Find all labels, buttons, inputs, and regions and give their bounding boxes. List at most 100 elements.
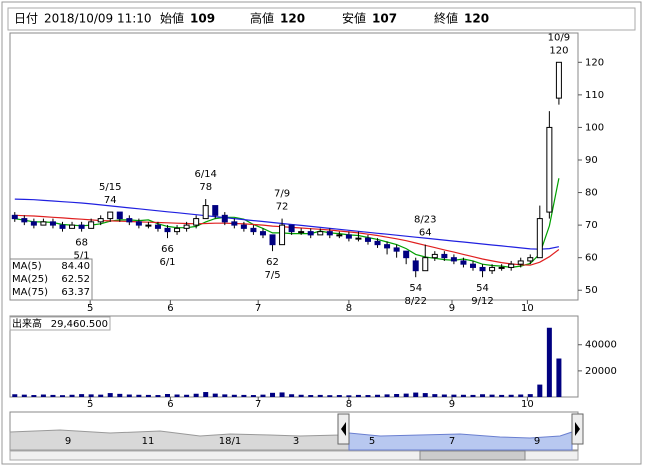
candle-body: [11, 214, 18, 220]
volume-bar: [556, 358, 562, 397]
scrollbar-thumb[interactable]: [419, 450, 526, 461]
candle-body: [555, 61, 562, 99]
legend-name: MA(75): [12, 287, 48, 298]
y-tick-label: 120: [585, 57, 604, 68]
header-value: 107: [372, 12, 397, 26]
candle-body: [126, 218, 133, 223]
volume-bar: [60, 395, 66, 397]
candle-body: [21, 218, 28, 223]
volume-bar: [317, 394, 323, 397]
annotation-date: 8/22: [404, 296, 426, 307]
annotation-price: 64: [419, 228, 432, 239]
volume-bar: [279, 392, 285, 397]
header-label: 終値: [434, 11, 458, 26]
navigator-label: 11: [142, 436, 155, 447]
candle-body: [259, 231, 266, 236]
candle-body: [469, 263, 476, 268]
volume-bar: [155, 395, 161, 397]
annotation-price: 54: [409, 283, 422, 294]
price-panel: [9, 32, 579, 301]
annotation-date: 9/12: [471, 296, 493, 307]
candle-body: [30, 221, 37, 226]
volume-bar: [308, 395, 314, 397]
annotation-date: 5/15: [99, 182, 121, 193]
volume-bar: [518, 394, 524, 397]
volume-bar: [508, 394, 514, 397]
annotation-price: 62: [266, 257, 279, 268]
volume-bar: [270, 392, 276, 397]
navigator-label: 9: [65, 436, 71, 447]
legend-box: [9, 258, 93, 301]
candle-body: [489, 266, 496, 272]
x-tick-label: 6: [167, 399, 173, 410]
volume-bar: [212, 393, 218, 397]
volume-bar: [460, 394, 466, 397]
annotation-date: 10/9: [548, 32, 570, 43]
volume-bar: [375, 394, 381, 397]
x-tick-label: 8: [346, 303, 352, 314]
volume-bar: [222, 394, 228, 397]
volume-bar: [298, 394, 304, 397]
annotation-date: 6/1: [159, 257, 175, 268]
candle-body: [422, 257, 429, 272]
volume-bar: [336, 395, 342, 397]
volume-bar: [21, 394, 27, 397]
ma-line: [14, 214, 560, 266]
candle-body: [231, 221, 238, 226]
y-tick-label: 20000: [585, 366, 617, 377]
header-value: 109: [190, 12, 215, 26]
x-tick-label: 10: [521, 303, 534, 314]
candle-body: [460, 260, 467, 265]
annotation-date: 6/14: [194, 169, 216, 180]
volume-bar: [537, 384, 543, 397]
annotation-price: 66: [161, 244, 174, 255]
volume-bar: [107, 393, 113, 397]
candle-body: [135, 221, 142, 226]
volume-bar: [231, 394, 237, 397]
candle-body: [288, 224, 295, 233]
y-tick-label: 70: [585, 220, 598, 231]
candle-body: [212, 205, 219, 216]
header-label: 高値: [250, 11, 274, 26]
scrollbar[interactable]: [9, 450, 579, 461]
candle-body: [527, 257, 534, 262]
volume-bar: [136, 394, 142, 397]
volume-bar: [355, 394, 361, 397]
y-tick-label: 90: [585, 155, 598, 166]
candle-body: [269, 234, 276, 246]
y-tick-label: 80: [585, 188, 598, 199]
volume-bar: [403, 393, 409, 397]
y-tick-label: 50: [585, 285, 598, 296]
candle-body: [69, 224, 76, 229]
candle-body: [546, 126, 553, 213]
volume-bar: [145, 394, 151, 397]
volume-bar: [470, 394, 476, 397]
candle-body: [307, 231, 314, 236]
navigator-label: 3: [293, 436, 299, 447]
candle-body: [59, 224, 66, 229]
y-tick-label: 40000: [585, 340, 617, 351]
candle-body: [441, 253, 448, 259]
annotation-price: 68: [75, 238, 88, 249]
navigator-label: 5: [369, 436, 375, 447]
volume-bar: [546, 327, 552, 397]
volume-bar: [527, 394, 533, 397]
candle-body: [508, 263, 515, 268]
header-value: 120: [280, 12, 305, 26]
volume-bar: [184, 394, 190, 397]
volume-bar: [422, 393, 428, 397]
legend-name: MA(5): [12, 261, 42, 272]
volume-bar: [126, 394, 132, 397]
candle-body: [336, 234, 343, 237]
volume-bar: [241, 394, 247, 397]
candle-body: [202, 205, 209, 220]
candle-body: [393, 247, 400, 252]
candle-body: [116, 211, 123, 220]
legend-value: 63.37: [61, 287, 90, 298]
x-tick-label: 9: [449, 303, 455, 314]
chart-content: 日付 2018/10/09 11:10 始値 109 高値 120 安値 107 終値 12050…: [9, 11, 617, 447]
volume-panel: [9, 315, 579, 398]
navigator-selection: [348, 431, 573, 451]
annotation-date: 7/5: [264, 270, 280, 281]
